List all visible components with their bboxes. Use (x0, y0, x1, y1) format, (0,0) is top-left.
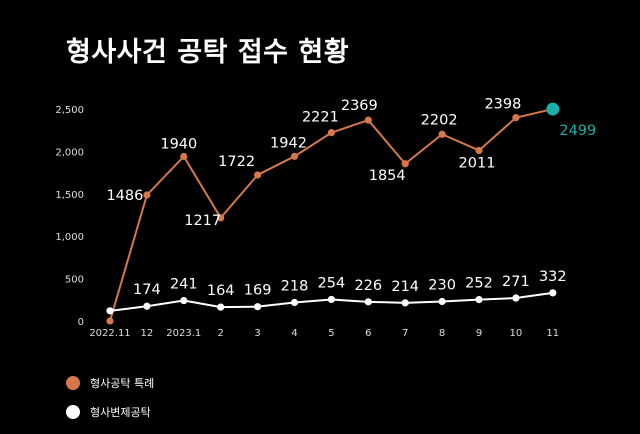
x-tick-label: 3 (254, 328, 260, 339)
legend-label-special: 형사공탁 특례 (90, 377, 155, 390)
data-point (475, 296, 483, 304)
x-tick-label: 2 (218, 328, 224, 339)
y-tick-label: 1,500 (55, 190, 84, 201)
x-tick-label: 8 (439, 328, 445, 339)
data-label-special: 2221 (302, 110, 339, 126)
y-tick-label: 2,000 (55, 147, 84, 158)
data-point (143, 191, 151, 199)
data-point (401, 299, 409, 307)
y-tick-label: 500 (65, 275, 84, 286)
data-point (512, 114, 520, 122)
legend-label-repayment: 형사변제공탁 (90, 406, 151, 419)
data-point (254, 171, 262, 179)
data-label-repayment: 169 (244, 283, 272, 299)
data-label-special: 2011 (459, 155, 496, 171)
data-point (364, 116, 372, 124)
data-point (438, 297, 446, 306)
data-label-repayment: 332 (539, 269, 567, 285)
x-tick-label: 6 (365, 328, 371, 339)
data-label-special: 1940 (160, 136, 197, 152)
legend-item-repayment: 형사변제공탁 (66, 401, 154, 423)
data-point (549, 289, 557, 297)
data-label-special: 2499 (559, 123, 596, 139)
data-point (106, 317, 114, 325)
highlight-point (546, 102, 560, 116)
data-point (290, 152, 299, 160)
x-tick-label: 9 (476, 328, 482, 339)
y-tick-label: 1,000 (55, 232, 84, 243)
data-point (180, 152, 188, 161)
data-point (217, 303, 225, 311)
data-label-special: 1722 (218, 154, 255, 170)
x-tick-label: 4 (291, 328, 297, 339)
chart-title: 형사사건 공탁 접수 현황 (66, 37, 350, 68)
data-point (106, 307, 114, 315)
data-point (401, 160, 409, 168)
data-label-special: 1217 (184, 213, 221, 229)
data-point (217, 214, 225, 222)
x-tick-label: 7 (402, 328, 408, 339)
x-tick-label: 5 (328, 328, 334, 339)
data-label-special: 1486 (106, 188, 143, 204)
data-label-repayment: 174 (133, 282, 161, 298)
data-label-repayment: 252 (465, 276, 493, 292)
data-label-special: 1854 (369, 168, 406, 184)
y-tick-label: 2,500 (55, 105, 84, 116)
data-label-special: 2369 (341, 98, 378, 114)
data-label-repayment: 230 (428, 277, 456, 293)
data-label-repayment: 164 (207, 283, 235, 299)
data-point (327, 295, 335, 304)
data-point (254, 303, 262, 311)
data-label-repayment: 254 (318, 275, 346, 291)
x-tick-label: 2022.11 (89, 328, 130, 339)
legend-marker-special (66, 376, 80, 390)
y-tick-label: 0 (78, 317, 84, 328)
x-tick-label: 11 (546, 328, 559, 339)
data-point (364, 298, 372, 306)
data-point (327, 129, 335, 137)
x-tick-label: 10 (510, 328, 523, 339)
legend-item-special: 형사공탁 특례 (66, 372, 154, 394)
data-label-special: 2202 (421, 112, 458, 128)
data-point (512, 294, 520, 302)
data-label-repayment: 241 (170, 277, 198, 293)
data-point (180, 296, 188, 305)
data-point (143, 302, 151, 310)
data-label-special: 2398 (484, 97, 521, 113)
x-tick-label: 2023.1 (166, 328, 201, 339)
legend-marker-repayment (66, 405, 80, 419)
data-point (438, 130, 446, 138)
data-point (475, 146, 483, 155)
data-label-repayment: 226 (354, 278, 382, 294)
data-label-repayment: 214 (391, 279, 419, 295)
data-point (290, 298, 299, 307)
data-label-repayment: 218 (281, 279, 309, 295)
data-label-special: 1942 (270, 135, 307, 151)
x-tick-label: 12 (141, 328, 154, 339)
legend: 형사공탁 특례 형사변제공탁 (66, 372, 154, 430)
data-label-repayment: 271 (502, 274, 530, 290)
